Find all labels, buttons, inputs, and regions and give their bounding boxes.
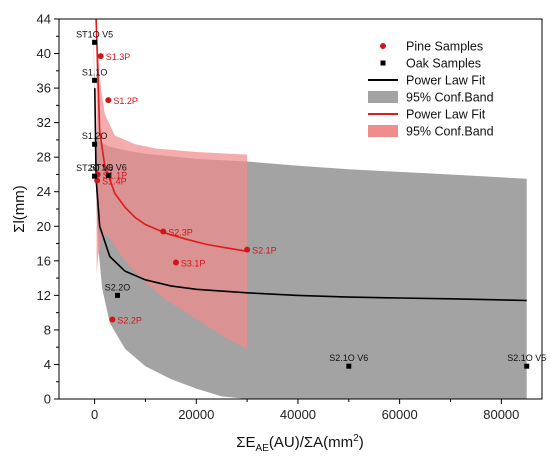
pine-sample-point <box>109 316 116 323</box>
legend-label: Pine Samples <box>406 40 483 54</box>
oak-point-label: S1.1O <box>82 67 108 77</box>
oak-sample-point <box>92 173 98 179</box>
oak-sample-point <box>92 141 98 147</box>
y-tick-label: 8 <box>44 322 51 337</box>
y-tick-label: 24 <box>37 184 51 199</box>
legend-pine-band-swatch <box>368 125 398 137</box>
legend-label: 95% Conf.Band <box>406 91 494 105</box>
legend-oak-marker <box>380 60 386 66</box>
y-tick-label: 20 <box>37 219 51 234</box>
pine-point-label: S3.1P <box>181 259 206 269</box>
y-tick-label: 16 <box>37 253 51 268</box>
oak-point-label: ST1O V6 <box>90 162 127 172</box>
legend-item: Oak Samples <box>380 57 481 71</box>
pine-point-label: S1.4P <box>102 177 127 187</box>
x-tick-label: 80000 <box>483 407 519 422</box>
oak-point-label: S2.1O V6 <box>329 353 368 363</box>
y-tick-label: 44 <box>37 12 51 27</box>
oak-point-label: S1.2O <box>82 131 108 141</box>
x-axis-title-close: ) <box>359 434 364 451</box>
pine-sample-point <box>244 246 251 253</box>
pine-point-label: S1.3P <box>106 52 131 62</box>
x-tick-label: 40000 <box>280 407 316 422</box>
y-tick-label: 12 <box>37 288 51 303</box>
pine-point-label: S1.2P <box>113 96 138 106</box>
legend-item: Power Law Fit <box>368 108 486 122</box>
oak-sample-point <box>92 77 98 83</box>
oak-sample-point <box>105 172 111 178</box>
oak-point-label: ST1O V5 <box>76 29 113 39</box>
y-tick-label: 36 <box>37 81 51 96</box>
axes-layer: 0 20000 40000 60000 80000 0 4 8 12 16 20 24 28 32 36 40… <box>37 12 520 423</box>
y-tick-label: 4 <box>44 357 51 372</box>
confidence-bands-layer <box>93 19 527 399</box>
x-tick-label: 0 <box>91 407 98 422</box>
legend: Pine Samples Oak Samples Power Law Fit 95% … <box>368 40 494 139</box>
pine-point-label: S2.1P <box>252 246 277 256</box>
pine-confidence-band <box>96 19 248 349</box>
pine-power-law-fit-line <box>95 19 248 253</box>
pine-point-label: S2.3P <box>168 227 193 237</box>
oak-sample-point <box>346 363 352 369</box>
pine-sample-point <box>105 97 112 104</box>
x-tick-label: 20000 <box>178 407 214 422</box>
oak-sample-point <box>524 363 530 369</box>
pine-point-label: S1.1P <box>103 170 128 180</box>
legend-item: Power Law Fit <box>368 74 486 88</box>
x-axis-title-rest: (AU)/ΣA(mm <box>269 434 353 451</box>
x-axis-title: ΣEAE(AU)/ΣA(mm2) <box>236 433 363 454</box>
oak-point-label: ST2O V6 <box>76 163 113 173</box>
pine-point-label: S2.2P <box>117 316 142 326</box>
legend-pine-marker <box>380 43 386 49</box>
legend-label: Power Law Fit <box>406 108 486 122</box>
legend-item: 95% Conf.Band <box>368 125 494 139</box>
legend-oak-band-swatch <box>368 91 398 103</box>
oak-sample-point <box>114 292 120 298</box>
pine-sample-point <box>94 177 101 184</box>
legend-label: Oak Samples <box>406 57 481 71</box>
oak-point-label: S2.2O <box>105 282 131 292</box>
oak-sample-point <box>92 39 98 45</box>
pine-sample-point <box>97 53 104 60</box>
y-tick-label: 32 <box>37 115 51 130</box>
y-tick-label: 0 <box>44 392 51 407</box>
x-axis-title-subscript: AE <box>256 443 270 454</box>
x-tick-label: 60000 <box>382 407 418 422</box>
legend-item: Pine Samples <box>380 40 483 54</box>
oak-power-law-fit-line <box>94 88 527 302</box>
y-tick-label: 28 <box>37 150 51 165</box>
legend-label: 95% Conf.Band <box>406 125 494 139</box>
legend-label: Power Law Fit <box>406 74 486 88</box>
x-axis-title-superscript: 2 <box>353 433 359 444</box>
x-axis-title-main: ΣE <box>236 434 255 451</box>
y-axis-title: Σl(mm) <box>11 185 28 233</box>
pine-sample-point <box>160 228 167 235</box>
fit-lines-layer <box>94 19 527 302</box>
legend-item: 95% Conf.Band <box>368 91 494 105</box>
y-tick-label: 40 <box>37 46 51 61</box>
pine-sample-point <box>172 259 179 266</box>
oak-point-label: S2.1O V5 <box>507 353 546 363</box>
